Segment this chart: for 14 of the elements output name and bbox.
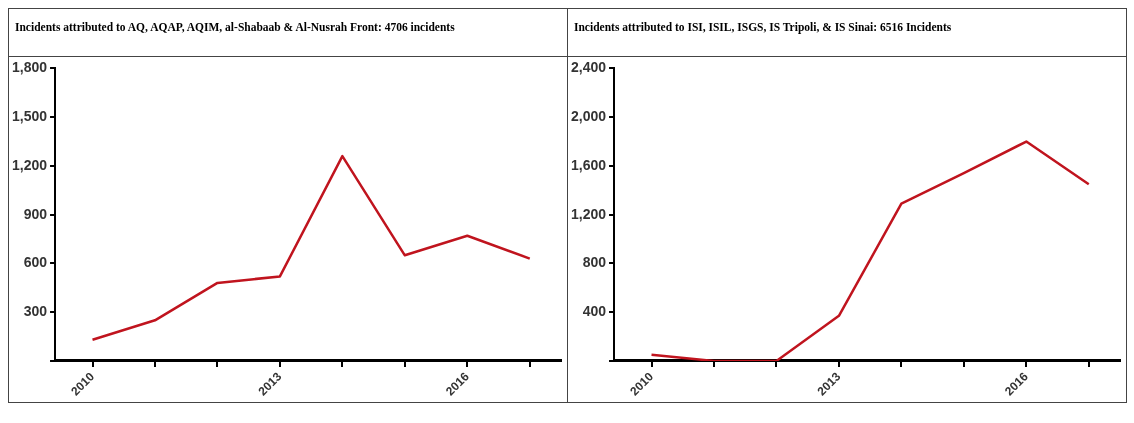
y-tick-label: 1,200 [11,156,48,173]
y-tick-label: 900 [23,205,48,222]
y-tick-label: 1,200 [570,205,607,222]
chart-title: Incidents attributed to AQ, AQAP, AQIM, al-Shabaab & Al-Nusrah Front: 4706 incidents [9,9,567,57]
y-tick-label: 2,400 [570,59,607,76]
y-tick-label: 800 [582,254,607,271]
chart-title: Incidents attributed to ISI, ISIL, ISGS, IS Tripoli, & IS Sinai: 6516 Incidents [568,9,1126,57]
y-tick-label: 1,600 [570,156,607,173]
y-tick-label: 2,000 [570,108,607,125]
y-tick-label: 1,800 [11,59,48,76]
y-tick-label: 300 [23,303,48,320]
y-tick-label: 400 [582,303,607,320]
y-tick-label: 1,500 [11,108,48,125]
y-tick-label: 600 [23,254,48,271]
